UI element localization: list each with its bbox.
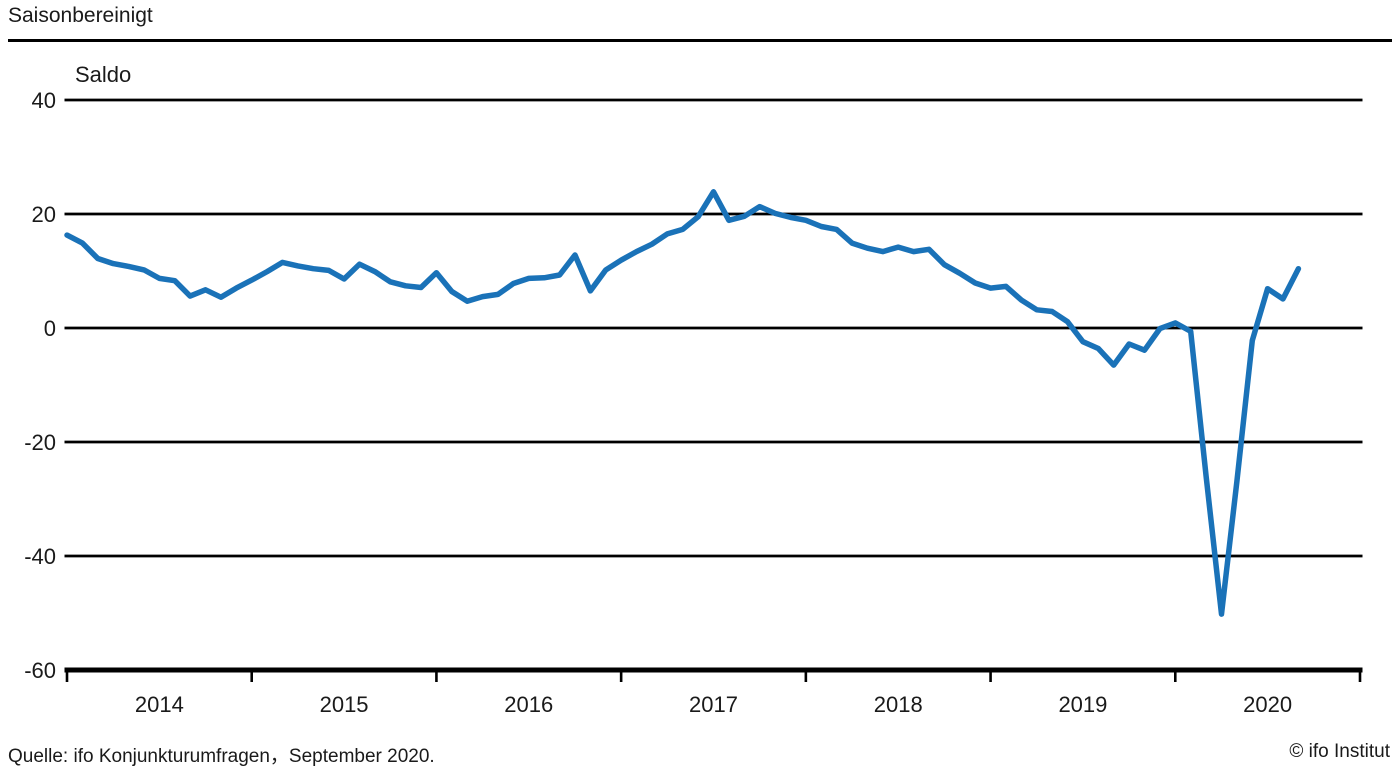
- x-year-label: 2015: [320, 692, 369, 717]
- grid-layer: [64, 98, 1363, 558]
- x-year-label: 2019: [1058, 692, 1107, 717]
- y-tick-label: -60: [24, 658, 56, 683]
- x-year-label: 2018: [874, 692, 923, 717]
- axis-layer: [64, 667, 1363, 682]
- y-tick-label: 40: [32, 88, 56, 113]
- x-year-label: 2014: [135, 692, 184, 717]
- copyright-note: © ifo Institut: [1289, 741, 1390, 762]
- header-divider: [8, 39, 1392, 42]
- x-year-label: 2020: [1243, 692, 1292, 717]
- y-tick-label: -20: [24, 430, 56, 455]
- y-tick-label: 20: [32, 202, 56, 227]
- data-line: [64, 189, 1302, 617]
- source-note: Quelle: ifo Konjunkturumfragen，September…: [8, 746, 435, 767]
- axis-label-layer: 40 20 0 -20 -40 -60 2014 2015 2016 2017 2018 2019 20…: [24, 88, 1292, 717]
- x-year-label: 2016: [504, 692, 553, 717]
- series-layer: [64, 189, 1302, 617]
- y-tick-label: -40: [24, 544, 56, 569]
- chart-title: Saisonbereinigt: [8, 4, 153, 27]
- value-axis-label: Saldo: [75, 62, 131, 87]
- x-year-label: 2017: [689, 692, 738, 717]
- y-tick-label: 0: [44, 316, 56, 341]
